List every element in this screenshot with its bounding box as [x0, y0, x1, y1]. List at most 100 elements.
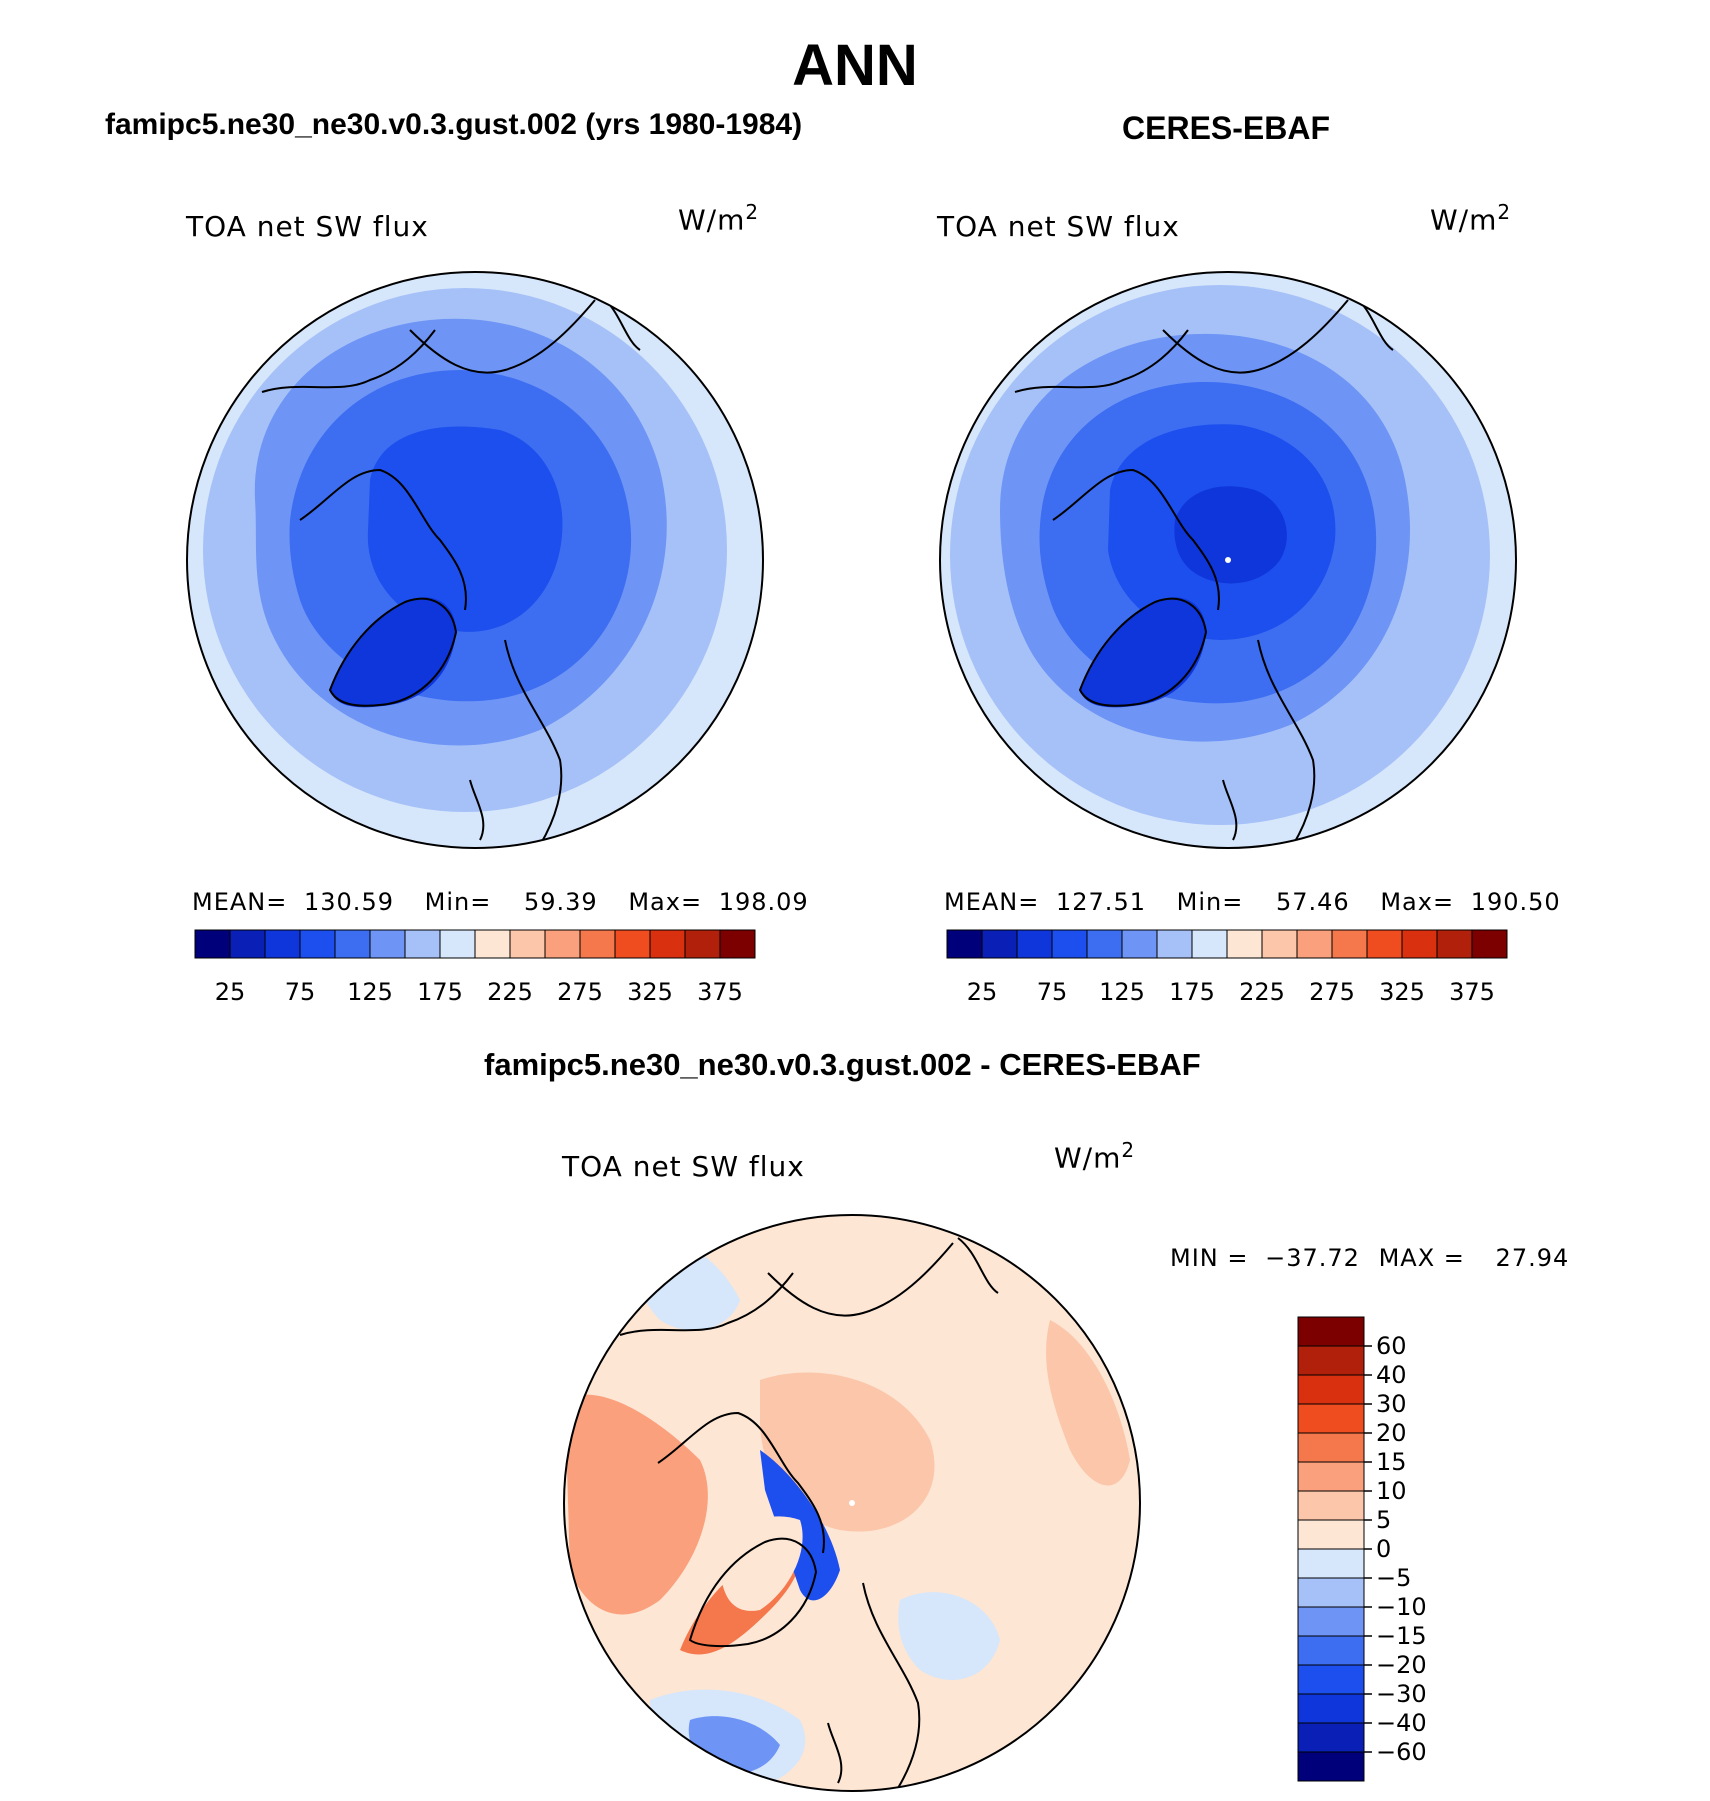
right-colorbar-box [1261, 929, 1298, 959]
diff-colorbar-tick-label: 15 [1376, 1448, 1407, 1476]
diff-colorbar-box [1297, 1461, 1365, 1492]
diff-colorbar-tick-label: 60 [1376, 1332, 1407, 1360]
right-min-label: Min= [1176, 888, 1244, 916]
left-colorbar-tick-label: 75 [285, 978, 316, 1006]
right-map [939, 271, 1517, 849]
left-colorbar-box [439, 929, 476, 959]
right-colorbar-box [981, 929, 1018, 959]
right-map-pole-marker [1225, 557, 1231, 563]
right-units: W/m2 [1430, 200, 1511, 236]
left-colorbar-tick-label: 275 [557, 978, 603, 1006]
left-colorbar-box [194, 929, 231, 959]
diff-map [563, 1214, 1141, 1792]
right-colorbar-box [1226, 929, 1263, 959]
right-colorbar-box [1331, 929, 1368, 959]
diff-colorbar-box [1297, 1693, 1365, 1724]
right-colorbar-box [1086, 929, 1123, 959]
right-map-field-60 [1174, 486, 1287, 584]
diff-colorbar-box [1297, 1432, 1365, 1463]
left-map-border [186, 271, 764, 849]
left-colorbar-box [264, 929, 301, 959]
diff-colorbar-box [1297, 1751, 1365, 1782]
right-colorbar-box [1296, 929, 1333, 959]
diff-colorbar-box [1297, 1519, 1365, 1550]
diff-map-field-neg5-greenland-interior [720, 1516, 803, 1611]
diff-colorbar-tick-label: 10 [1376, 1477, 1407, 1505]
right-colorbar-box [1401, 929, 1438, 959]
left-mean-value: 130.59 [304, 888, 394, 916]
left-colorbar-box [649, 929, 686, 959]
diff-units: W/m2 [1054, 1138, 1135, 1174]
left-colorbar-tick-label: 25 [215, 978, 246, 1006]
left-map-coastlines [261, 294, 641, 846]
left-min-value: 59.39 [523, 888, 598, 916]
left-colorbar-box [299, 929, 336, 959]
diff-units-exponent: 2 [1121, 1138, 1136, 1162]
right-colorbar-tick-label: 275 [1309, 978, 1355, 1006]
left-colorbar-box [474, 929, 511, 959]
left-map-greenland-field [330, 597, 456, 708]
right-max-value: 190.50 [1470, 888, 1561, 916]
diff-colorbar-box [1297, 1374, 1365, 1405]
diff-colorbar-box [1297, 1345, 1365, 1376]
right-min-value: 57.46 [1275, 888, 1350, 916]
diff-min-label: MIN = [1170, 1244, 1249, 1272]
right-colorbar-box [1191, 929, 1228, 959]
diff-max-value: 27.94 [1495, 1244, 1570, 1272]
right-stats: MEAN= 127.51 Min= 57.46 Max= 190.50 [944, 888, 1561, 916]
diff-map-field-pos10-west [565, 1394, 708, 1615]
diff-colorbar-tick-label: −15 [1376, 1622, 1427, 1650]
left-units-exponent: 2 [745, 200, 760, 224]
diff-colorbar-box [1297, 1316, 1365, 1347]
diff-colorbar-box [1297, 1664, 1365, 1695]
diff-colorbar-box [1297, 1606, 1365, 1637]
right-mean-label: MEAN= [944, 888, 1040, 916]
left-units: W/m2 [678, 200, 759, 236]
diff-colorbar-tick-label: −5 [1376, 1564, 1411, 1592]
right-colorbar-tick-label: 375 [1449, 978, 1495, 1006]
diff-min-value: −37.72 [1265, 1244, 1360, 1272]
left-colorbar-box [719, 929, 756, 959]
left-map-field-75 [367, 426, 563, 632]
left-stats: MEAN= 130.59 Min= 59.39 Max= 198.09 [192, 888, 809, 916]
diff-colorbar-tick-label: 30 [1376, 1390, 1407, 1418]
diff-colorbar-box [1297, 1577, 1365, 1608]
diff-colorbar-box [1297, 1548, 1365, 1579]
right-colorbar-tick-label: 75 [1037, 978, 1068, 1006]
left-colorbar-tick-label: 375 [697, 978, 743, 1006]
right-colorbar-box [1156, 929, 1193, 959]
diff-colorbar-box [1297, 1490, 1365, 1521]
diff-panel-header: famipc5.ne30_ne30.v0.3.gust.002 - CERES-… [484, 1047, 1201, 1082]
right-mean-value: 127.51 [1056, 888, 1146, 916]
right-max-label: Max= [1380, 888, 1455, 916]
left-colorbar-box [509, 929, 546, 959]
left-colorbar-tick-label: 325 [627, 978, 673, 1006]
right-colorbar-tick-label: 325 [1379, 978, 1425, 1006]
diff-map-pole-marker [849, 1500, 855, 1506]
right-map-border [939, 271, 1517, 849]
left-max-label: Max= [628, 888, 703, 916]
left-colorbar-box [544, 929, 581, 959]
right-colorbar-box [1436, 929, 1473, 959]
diff-colorbar-tick-label: 0 [1376, 1535, 1391, 1563]
diff-colorbar-tick-label: 40 [1376, 1361, 1407, 1389]
diff-colorbar-box [1297, 1403, 1365, 1434]
left-colorbar-box [579, 929, 616, 959]
left-colorbar-tick-label: 125 [347, 978, 393, 1006]
diff-variable-label: TOA net SW flux [562, 1150, 805, 1183]
diff-map-coastlines [619, 1237, 999, 1789]
diff-colorbar-tick-label: −60 [1376, 1738, 1427, 1766]
left-colorbar-box [369, 929, 406, 959]
right-variable-label: TOA net SW flux [937, 210, 1180, 243]
diff-map-field-pos10-east [1046, 1320, 1130, 1486]
left-colorbar-box [684, 929, 721, 959]
diff-map-border [563, 1214, 1141, 1792]
right-units-exponent: 2 [1497, 200, 1512, 224]
right-colorbar-box [1016, 929, 1053, 959]
left-colorbar-box [334, 929, 371, 959]
diff-colorbar-tick-label: 20 [1376, 1419, 1407, 1447]
left-map [186, 271, 764, 849]
diff-colorbar-tick-label: −10 [1376, 1593, 1427, 1621]
left-colorbar-tick-label: 175 [417, 978, 463, 1006]
